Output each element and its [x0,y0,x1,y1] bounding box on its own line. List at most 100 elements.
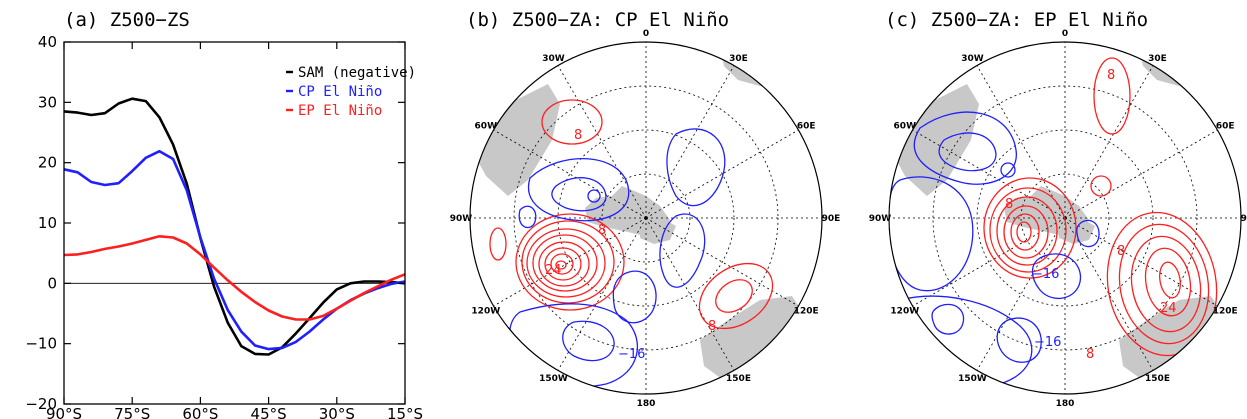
contour-neg [518,205,537,229]
meridian-line [493,217,647,307]
contour-pos [1010,213,1040,251]
meridian-line [645,217,799,307]
contour-pos [544,247,582,281]
longitude-label: 120W [471,307,500,317]
legend-entry: CP El Niño [298,84,382,100]
contour-pos [532,234,598,292]
meridian-line [557,65,647,219]
meridian-line [912,217,1066,307]
contour-pos [1106,211,1218,357]
contour-pos [1118,223,1210,345]
contour-neg [551,177,607,212]
contour-pos [541,99,603,145]
longitude-label: 150W [539,374,568,384]
legend-entry: SAM (negative) [298,65,416,81]
panel-a-line-chart: (a) Z500−ZS −20 −10 0 10 20 30 40 90°S 75°S 60°S… [25,9,423,419]
longitude-label: 120E [794,307,819,317]
y-tick-label: 0 [47,274,57,292]
contour-pos [521,220,615,304]
longitude-label: 120E [1213,307,1238,317]
longitude-label: 30E [1148,54,1167,64]
longitude-label: 30E [729,54,748,64]
contour-label: 8 [1117,244,1125,259]
legend: SAM (negative) CP El Niño EP El Niño [286,65,416,119]
contour-neg [587,189,601,203]
contour-neg [931,303,965,335]
longitude-label: 0 [643,29,649,39]
y-tick-label: −20 [25,395,57,413]
contour-label: 8 [1107,68,1115,83]
longitude-label: 60E [797,122,816,132]
panel-b-map-border [469,41,823,395]
contour-pos [555,260,567,270]
latitude-circle [557,129,735,307]
contour-pos [526,228,606,298]
longitude-label: 30W [961,54,984,64]
meridian-line [976,217,1066,371]
legend-entry: EP El Niño [298,103,382,119]
longitude-label: 0 [1062,29,1068,39]
series-line-1 [63,149,406,351]
y-tick-label: 30 [38,93,57,111]
land-australia [1119,296,1225,382]
land-australia [700,296,806,382]
meridian-line [1064,217,1218,307]
panel-c-contours: 8 8 8 −16 24 −16 8 [889,57,1218,388]
longitude-label: 90E [822,214,841,224]
contour-pos [989,187,1067,273]
panel-b-contours: 8 8 24 −16 8 [489,99,774,388]
contour-label: −16 [1034,335,1061,350]
panel-b-title: (b) Z500−ZA: CP El Niño [466,9,729,31]
contour-pos [538,241,590,287]
contour-pos [550,253,574,275]
longitude-label: 90W [869,214,892,224]
y-tick-label: 10 [38,214,57,232]
longitude-label: 150E [726,374,751,384]
contour-label: 24 [1160,301,1177,316]
x-axis: 90°S 75°S 60°S 45°S 30°S 15°S [46,42,423,419]
contour-pos [715,279,753,313]
meridian-line [1064,65,1154,219]
series-line-2 [63,235,406,321]
contour-label: 8 [598,223,606,238]
x-tick-label: 60°S [182,405,218,419]
panel-c-longitude-labels: 0 30E 60E 90E 120E 150E 180 150W 120W 90W 60W 30W [869,29,1247,409]
meridian-line [645,129,799,219]
y-tick-label: −10 [25,335,57,353]
meridian-line [1064,129,1218,219]
contour-neg [562,320,615,362]
contour-neg [996,317,1042,363]
contour-neg [1076,219,1100,248]
land-antarctica-east [640,218,676,244]
meridian-line [976,65,1066,219]
contour-neg [612,270,657,324]
panel-b-longitude-labels: 0 30E 60E 90E 120E 150E 180 150W 120W 90W 60W 30W [450,29,841,409]
longitude-label: 180 [1056,399,1075,409]
latitude-circle [601,173,691,263]
contour-label: −16 [618,347,645,362]
contour-neg [659,213,706,288]
contour-pos [1144,247,1192,317]
contour-label: 24 [545,263,562,278]
longitude-label: 150W [958,374,987,384]
contour-pos [1130,235,1202,333]
contour-neg [938,132,997,172]
panel-b-polar-map: (b) Z500−ZA: CP El Niño [450,9,841,409]
longitude-label: 90W [450,214,473,224]
meridian-line [493,129,647,219]
contour-label: 8 [1086,347,1094,362]
contour-neg [889,176,974,292]
longitude-label: 30W [542,54,565,64]
x-tick-label: 45°S [251,405,287,419]
meridian-line [557,217,647,371]
longitude-label: 60E [1216,122,1235,132]
contour-label: 8 [708,319,716,334]
longitude-label: 150E [1145,374,1170,384]
longitude-label: 60W [475,122,498,132]
meridian-line [912,129,1066,219]
contour-pos [515,213,625,311]
contour-neg [913,111,1017,185]
x-tick-label: 15°S [387,405,423,419]
longitude-label: 180 [637,399,656,409]
